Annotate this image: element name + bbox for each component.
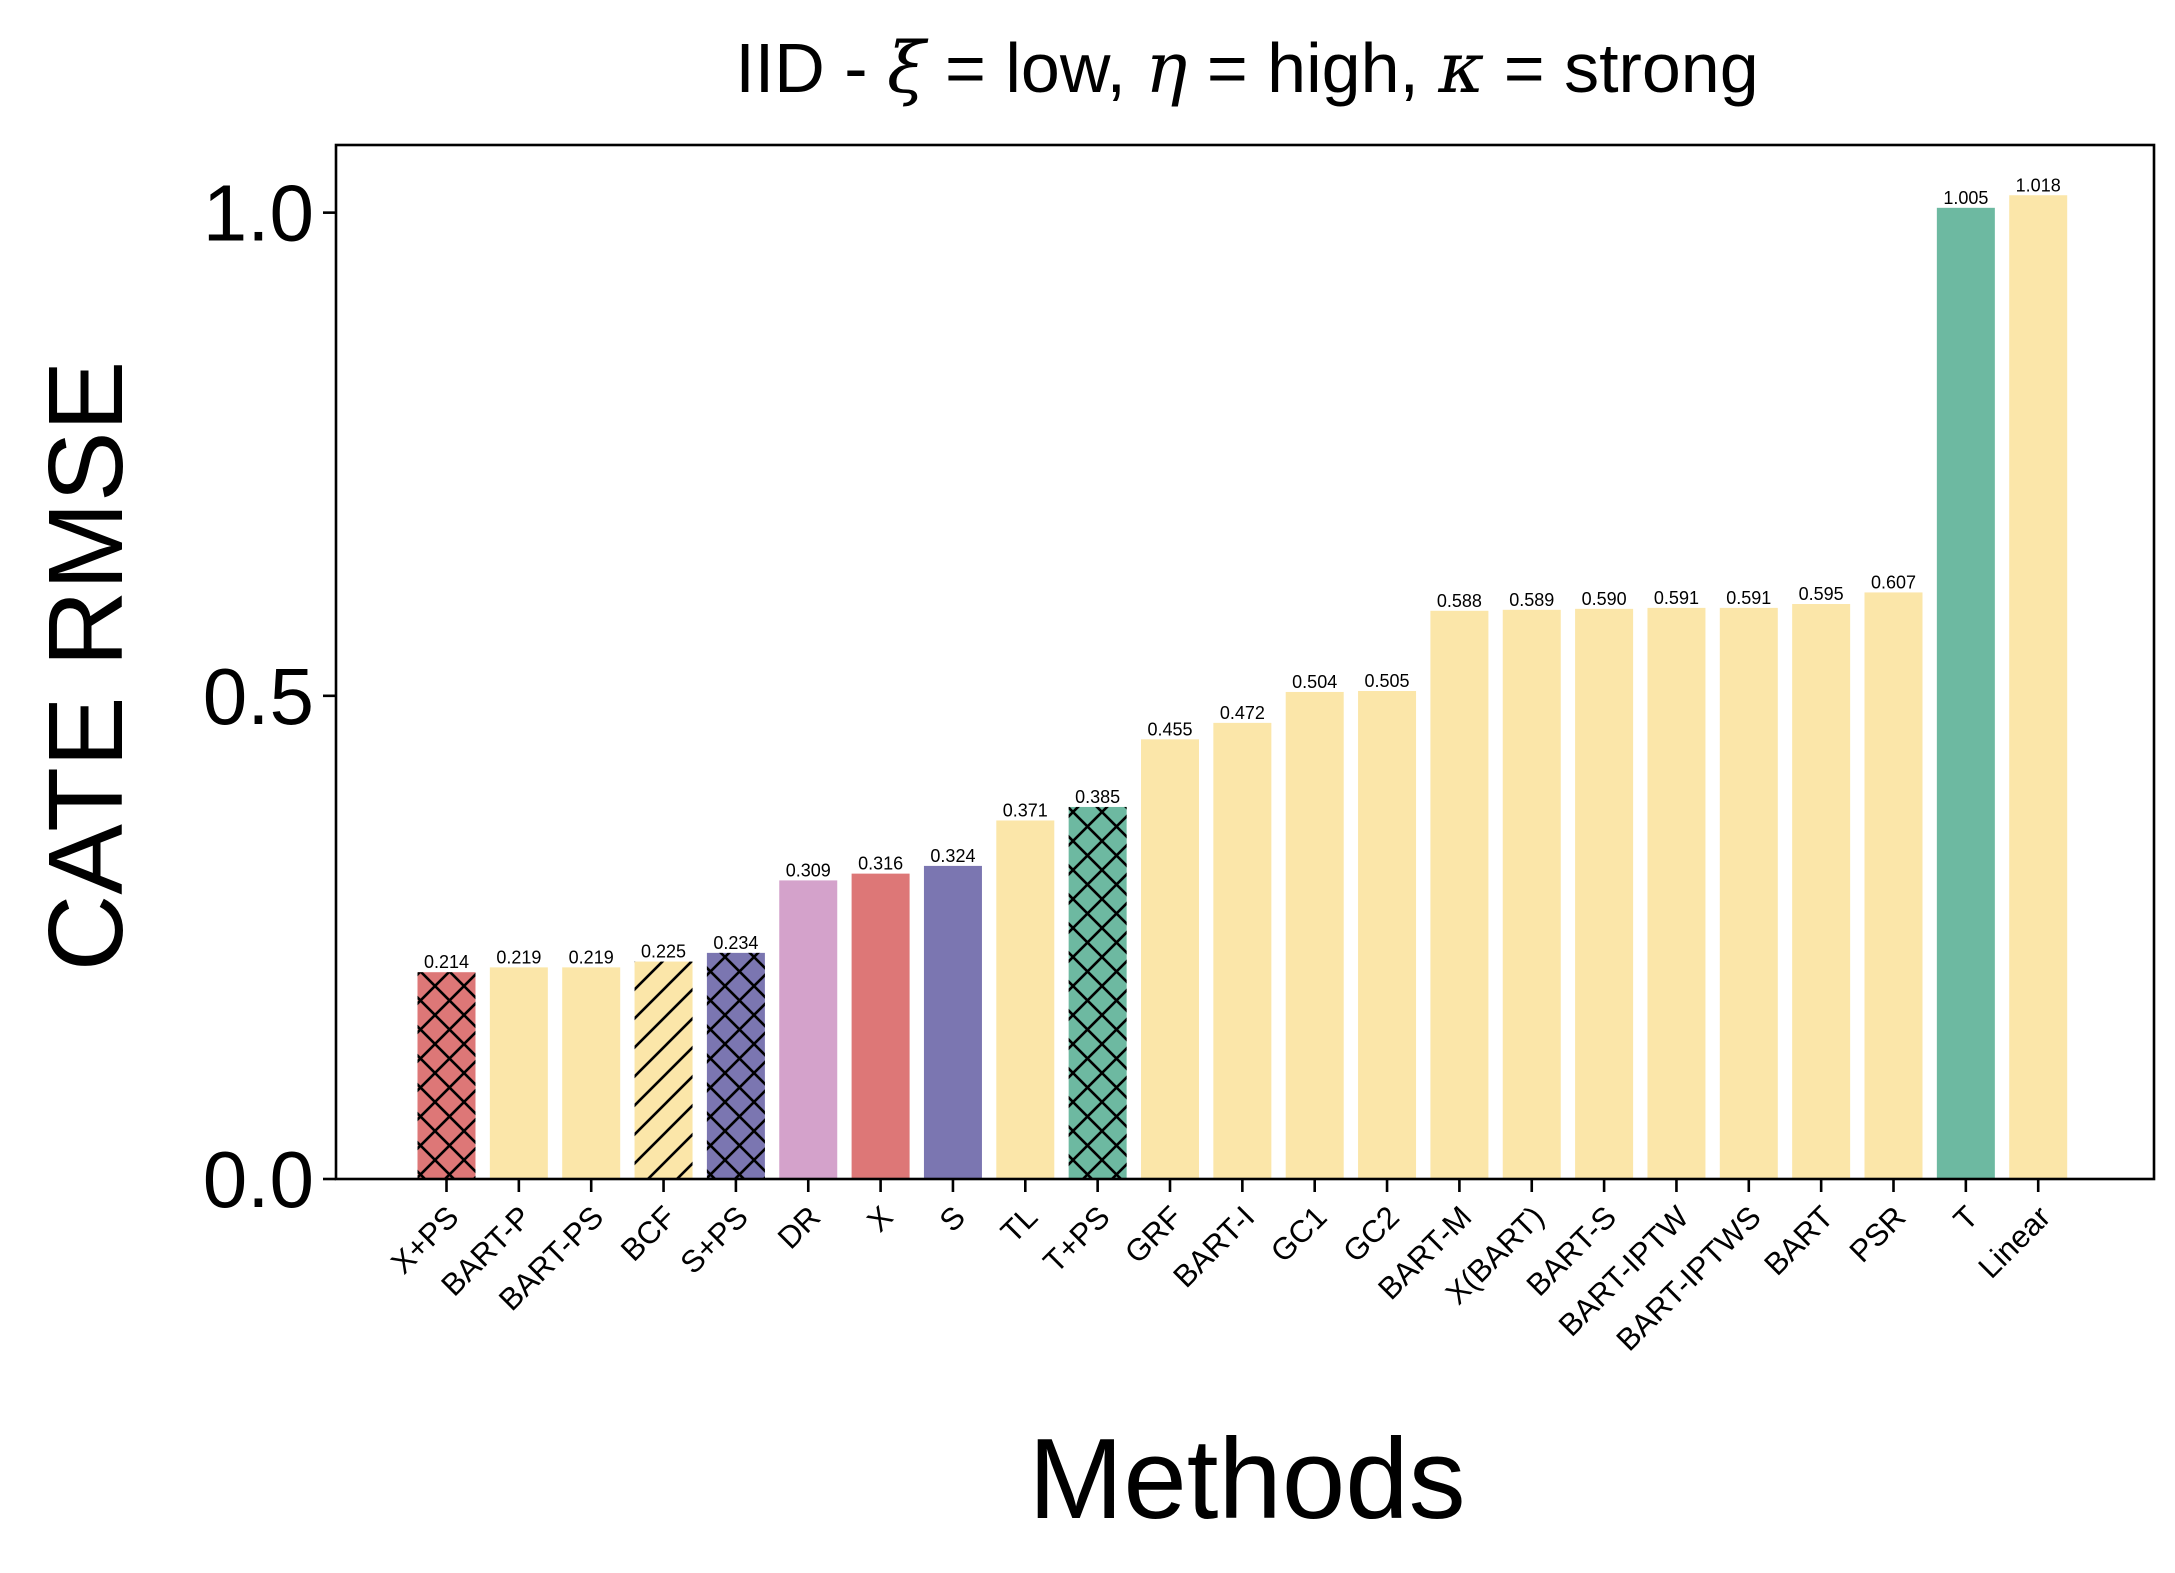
value-label-20: 0.607 (1871, 572, 1916, 592)
value-label-10: 0.455 (1147, 719, 1192, 739)
value-label-12: 0.504 (1292, 672, 1337, 692)
x-tick-label-7: S (933, 1199, 972, 1238)
value-label-5: 0.309 (786, 860, 831, 880)
bar-6 (851, 873, 910, 1179)
y-tick-label-0: 0.0 (203, 1135, 314, 1224)
bar-15 (1502, 609, 1561, 1179)
x-tick-label-19: BART (1757, 1199, 1840, 1282)
x-tick-label-8: TL (994, 1199, 1044, 1249)
bar-22 (2009, 195, 2068, 1179)
value-label-3: 0.225 (641, 942, 686, 962)
kappa-symbol: κ (1437, 27, 1484, 109)
value-label-1: 0.219 (496, 947, 541, 967)
bars (417, 195, 2068, 1179)
x-tick-label-9: T+PS (1036, 1199, 1116, 1279)
x-axis-label: Methods (1028, 1416, 1465, 1543)
value-label-16: 0.590 (1582, 589, 1627, 609)
y-axis-label: CATE RMSE (27, 361, 145, 972)
title-prefix: IID - (735, 29, 887, 107)
x-tick-label-20: PSR (1843, 1199, 1913, 1269)
bar-11 (1213, 722, 1272, 1179)
x-tick-label-22: Linear (1971, 1199, 2057, 1285)
bar-hatch-4 (706, 952, 765, 1179)
x-tick-label-21: T (1947, 1199, 1985, 1237)
bar-13 (1358, 690, 1417, 1179)
bar-7 (923, 865, 982, 1179)
xi-value: = low, (926, 29, 1146, 107)
bar-10 (1141, 739, 1199, 1179)
xi-symbol: ξ (887, 27, 929, 109)
value-labels: 0.214 0.219 0.219 0.225 0.234 0.309 0.316 0.324… (424, 175, 2061, 972)
bar-16 (1575, 608, 1634, 1179)
eta-symbol: η (1145, 27, 1187, 109)
bar-20 (1864, 592, 1923, 1179)
eta-value: = high, (1187, 29, 1438, 107)
value-label-14: 0.588 (1437, 591, 1482, 611)
value-label-4: 0.234 (713, 933, 758, 953)
value-label-21: 1.005 (1943, 188, 1988, 208)
value-label-17: 0.591 (1654, 588, 1699, 608)
x-tick-label-4: S+PS (673, 1199, 754, 1280)
value-label-15: 0.589 (1509, 590, 1554, 610)
bar-18 (1719, 607, 1778, 1179)
plot-frame (334, 143, 2156, 1181)
bar-8 (996, 820, 1055, 1179)
y-ticks: 0.0 0.5 1.0 (203, 169, 336, 1224)
value-label-8: 0.371 (1003, 800, 1048, 820)
bar-21 (1936, 207, 1995, 1179)
x-tick-label-11: BART-I (1166, 1199, 1261, 1294)
bar-hatch-9 (1068, 806, 1127, 1179)
value-label-11: 0.472 (1220, 703, 1265, 723)
x-tick-label-5: DR (771, 1199, 827, 1255)
value-label-7: 0.324 (930, 846, 975, 866)
x-tick-label-3: BCF (614, 1199, 683, 1268)
bar-5 (779, 880, 838, 1179)
x-tick-label-12: GC1 (1264, 1199, 1334, 1269)
value-label-19: 0.595 (1799, 584, 1844, 604)
bar-17 (1647, 607, 1706, 1179)
bar-14 (1430, 610, 1489, 1179)
value-label-9: 0.385 (1075, 787, 1120, 807)
value-label-6: 0.316 (858, 854, 903, 874)
value-label-0: 0.214 (424, 952, 469, 972)
x-tick-label-6: X (860, 1199, 900, 1239)
value-label-2: 0.219 (569, 947, 614, 967)
value-label-22: 1.018 (2016, 175, 2061, 195)
kappa-value: = strong (1484, 29, 1758, 107)
bar-hatch-3 (634, 961, 693, 1179)
value-label-18: 0.591 (1726, 588, 1771, 608)
chart-title: IID - ξ = low, η = high, κ = strong (735, 27, 1758, 109)
y-tick-label-1: 0.5 (203, 652, 314, 741)
bar-hatch-0 (417, 972, 476, 1179)
y-tick-label-2: 1.0 (203, 169, 314, 258)
bar-12 (1285, 691, 1344, 1179)
bar-2 (562, 967, 621, 1179)
bar-1 (489, 967, 548, 1179)
value-label-13: 0.505 (1365, 671, 1410, 691)
bar-19 (1792, 604, 1851, 1179)
